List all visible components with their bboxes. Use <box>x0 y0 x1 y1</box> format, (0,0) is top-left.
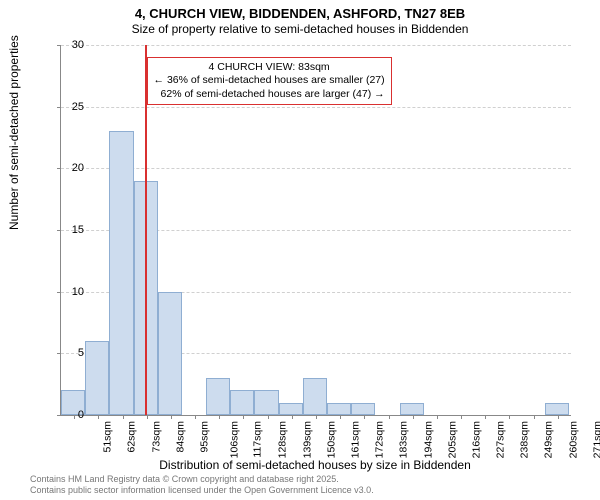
xtick-label: 95sqm <box>198 421 210 453</box>
footnote: Contains HM Land Registry data © Crown c… <box>30 474 374 496</box>
xtick-label: 183sqm <box>398 421 410 458</box>
ytick-label: 20 <box>72 162 84 174</box>
xtick-mark <box>534 415 535 419</box>
xtick-mark <box>98 415 99 419</box>
histogram-bar <box>254 390 278 415</box>
xtick-mark <box>147 415 148 419</box>
histogram-bar <box>279 403 303 415</box>
annotation-box: 4 CHURCH VIEW: 83sqm← 36% of semi-detach… <box>147 57 392 104</box>
histogram-bar <box>327 403 351 415</box>
xtick-label: 106sqm <box>228 421 240 458</box>
xtick-mark <box>558 415 559 419</box>
histogram-bar <box>206 378 230 415</box>
xtick-mark <box>340 415 341 419</box>
xtick-mark <box>268 415 269 419</box>
xtick-label: 260sqm <box>567 421 579 458</box>
footnote-line2: Contains public sector information licen… <box>30 485 374 496</box>
ytick-mark <box>57 230 61 231</box>
xtick-mark <box>389 415 390 419</box>
xtick-mark <box>171 415 172 419</box>
xtick-label: 117sqm <box>252 421 264 458</box>
gridline <box>61 45 571 46</box>
xtick-label: 194sqm <box>422 421 434 458</box>
ytick-mark <box>57 353 61 354</box>
xtick-label: 62sqm <box>126 421 138 453</box>
histogram-bar <box>351 403 375 415</box>
plot-area: 51sqm62sqm73sqm84sqm95sqm106sqm117sqm128… <box>60 45 571 416</box>
histogram-bar <box>303 378 327 415</box>
annotation-line2: ← 36% of semi-detached houses are smalle… <box>154 74 385 87</box>
gridline <box>61 107 571 108</box>
xtick-mark <box>195 415 196 419</box>
xtick-label: 172sqm <box>374 421 386 458</box>
xtick-mark <box>364 415 365 419</box>
ytick-label: 10 <box>72 286 84 298</box>
ytick-label: 0 <box>78 409 84 421</box>
xtick-mark <box>316 415 317 419</box>
annotation-line3: 62% of semi-detached houses are larger (… <box>154 88 385 101</box>
gridline <box>61 168 571 169</box>
xtick-label: 227sqm <box>494 421 506 458</box>
histogram-bar <box>400 403 424 415</box>
ytick-label: 5 <box>78 347 84 359</box>
ytick-mark <box>57 168 61 169</box>
xtick-mark <box>461 415 462 419</box>
histogram-bar <box>230 390 254 415</box>
xtick-mark <box>243 415 244 419</box>
histogram-bar <box>545 403 569 415</box>
annotation-line1: 4 CHURCH VIEW: 83sqm <box>154 61 385 74</box>
xtick-mark <box>413 415 414 419</box>
xtick-mark <box>123 415 124 419</box>
y-axis-label: Number of semi-detached properties <box>7 35 21 230</box>
chart-title-line1: 4, CHURCH VIEW, BIDDENDEN, ASHFORD, TN27… <box>0 6 600 21</box>
xtick-mark <box>485 415 486 419</box>
histogram-bar <box>85 341 109 415</box>
chart-title-line2: Size of property relative to semi-detach… <box>0 22 600 36</box>
xtick-label: 216sqm <box>470 421 482 458</box>
xtick-mark <box>509 415 510 419</box>
xtick-label: 249sqm <box>543 421 555 458</box>
ytick-mark <box>57 45 61 46</box>
histogram-bar <box>158 292 182 415</box>
ytick-label: 25 <box>72 101 84 113</box>
footnote-line1: Contains HM Land Registry data © Crown c… <box>30 474 374 485</box>
ytick-label: 15 <box>72 224 84 236</box>
xtick-mark <box>74 415 75 419</box>
xtick-label: 271sqm <box>591 421 600 458</box>
xtick-label: 128sqm <box>277 421 289 458</box>
xtick-label: 73sqm <box>150 421 162 453</box>
x-axis-label: Distribution of semi-detached houses by … <box>60 458 570 472</box>
xtick-label: 84sqm <box>174 421 186 453</box>
xtick-label: 139sqm <box>301 421 313 458</box>
xtick-label: 238sqm <box>519 421 531 458</box>
xtick-mark <box>437 415 438 419</box>
xtick-label: 51sqm <box>102 421 114 453</box>
ytick-mark <box>57 292 61 293</box>
ytick-mark <box>57 107 61 108</box>
xtick-mark <box>219 415 220 419</box>
xtick-mark <box>292 415 293 419</box>
xtick-label: 150sqm <box>325 421 337 458</box>
chart-container: 4, CHURCH VIEW, BIDDENDEN, ASHFORD, TN27… <box>0 0 600 500</box>
ytick-mark <box>57 415 61 416</box>
histogram-bar <box>109 131 133 415</box>
ytick-label: 30 <box>72 39 84 51</box>
xtick-label: 161sqm <box>349 421 361 458</box>
xtick-label: 205sqm <box>446 421 458 458</box>
